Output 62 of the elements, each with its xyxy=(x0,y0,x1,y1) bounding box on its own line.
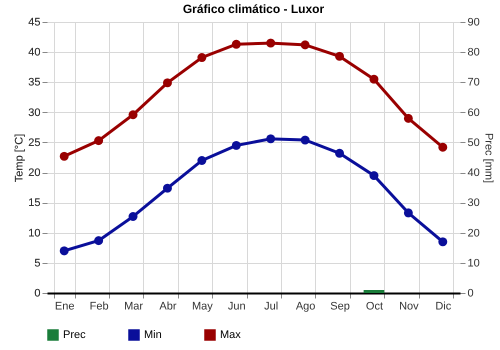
point xyxy=(162,78,172,88)
x-tick-label: Feb xyxy=(90,300,109,312)
legend-label: Max xyxy=(220,329,242,341)
point xyxy=(197,53,206,62)
x-tick-label: Sep xyxy=(330,300,350,312)
chart-title: Gráfico climático - Luxor xyxy=(182,2,325,16)
point xyxy=(94,136,104,146)
y-tick-label: 30 xyxy=(28,106,40,119)
point xyxy=(162,184,172,193)
x-tick-label: Abr xyxy=(159,300,177,312)
point xyxy=(197,156,206,165)
y-tick-label: 45 xyxy=(28,16,40,28)
y-tick-label: 10 xyxy=(28,227,40,240)
y2-tick-label: 50 xyxy=(468,136,480,149)
x-tick-label: Dic xyxy=(435,300,452,312)
legend-label: Min xyxy=(144,329,162,341)
point xyxy=(94,236,104,246)
y2-tick-label: 70 xyxy=(468,76,480,89)
y2-tick-label: 20 xyxy=(468,227,480,240)
y2-tick-label: 30 xyxy=(468,197,480,210)
point xyxy=(404,208,413,218)
point xyxy=(266,134,276,144)
point xyxy=(128,110,138,120)
y-axis-title: Temp [°C] xyxy=(13,134,26,182)
x-tick-label: Jun xyxy=(228,300,246,312)
point xyxy=(300,40,310,50)
y2-tick-label: 0 xyxy=(468,288,474,300)
x-tick-label: Ago xyxy=(296,300,316,312)
point xyxy=(369,171,378,180)
point xyxy=(335,148,344,158)
y-tick-label: 0 xyxy=(34,288,40,300)
point xyxy=(232,140,241,150)
point xyxy=(60,246,69,256)
point xyxy=(128,212,138,221)
x-tick-label: Mar xyxy=(124,300,144,312)
legend-label: Prec xyxy=(63,329,86,341)
y-tick-label: 40 xyxy=(28,46,40,59)
y2-tick-label: 90 xyxy=(468,16,480,28)
y-tick-label: 15 xyxy=(28,197,40,210)
point xyxy=(60,152,69,161)
y-tick-label: 5 xyxy=(34,257,40,270)
x-tick-label: Ene xyxy=(54,300,74,312)
point xyxy=(266,38,276,48)
x-tick-label: May xyxy=(192,300,214,312)
y-tick-label: 25 xyxy=(28,136,40,149)
y2-tick-label: 10 xyxy=(468,257,480,270)
y-tick-label: 20 xyxy=(28,167,40,180)
x-tick-label: Oct xyxy=(366,300,384,312)
point xyxy=(369,74,378,84)
y-tick-label: 35 xyxy=(28,76,40,89)
point xyxy=(300,136,310,144)
y2-axis-title: Prec [mm] xyxy=(482,132,495,184)
y2-tick-label: 40 xyxy=(468,167,480,180)
y2-tick-label: 60 xyxy=(468,106,480,119)
point xyxy=(335,52,344,61)
y2-tick-label: 80 xyxy=(468,46,480,59)
point xyxy=(232,40,241,49)
point xyxy=(438,142,448,152)
x-tick-label: Nov xyxy=(399,300,420,312)
point xyxy=(438,237,448,246)
point xyxy=(404,114,413,123)
x-tick-label: Jul xyxy=(264,300,278,312)
